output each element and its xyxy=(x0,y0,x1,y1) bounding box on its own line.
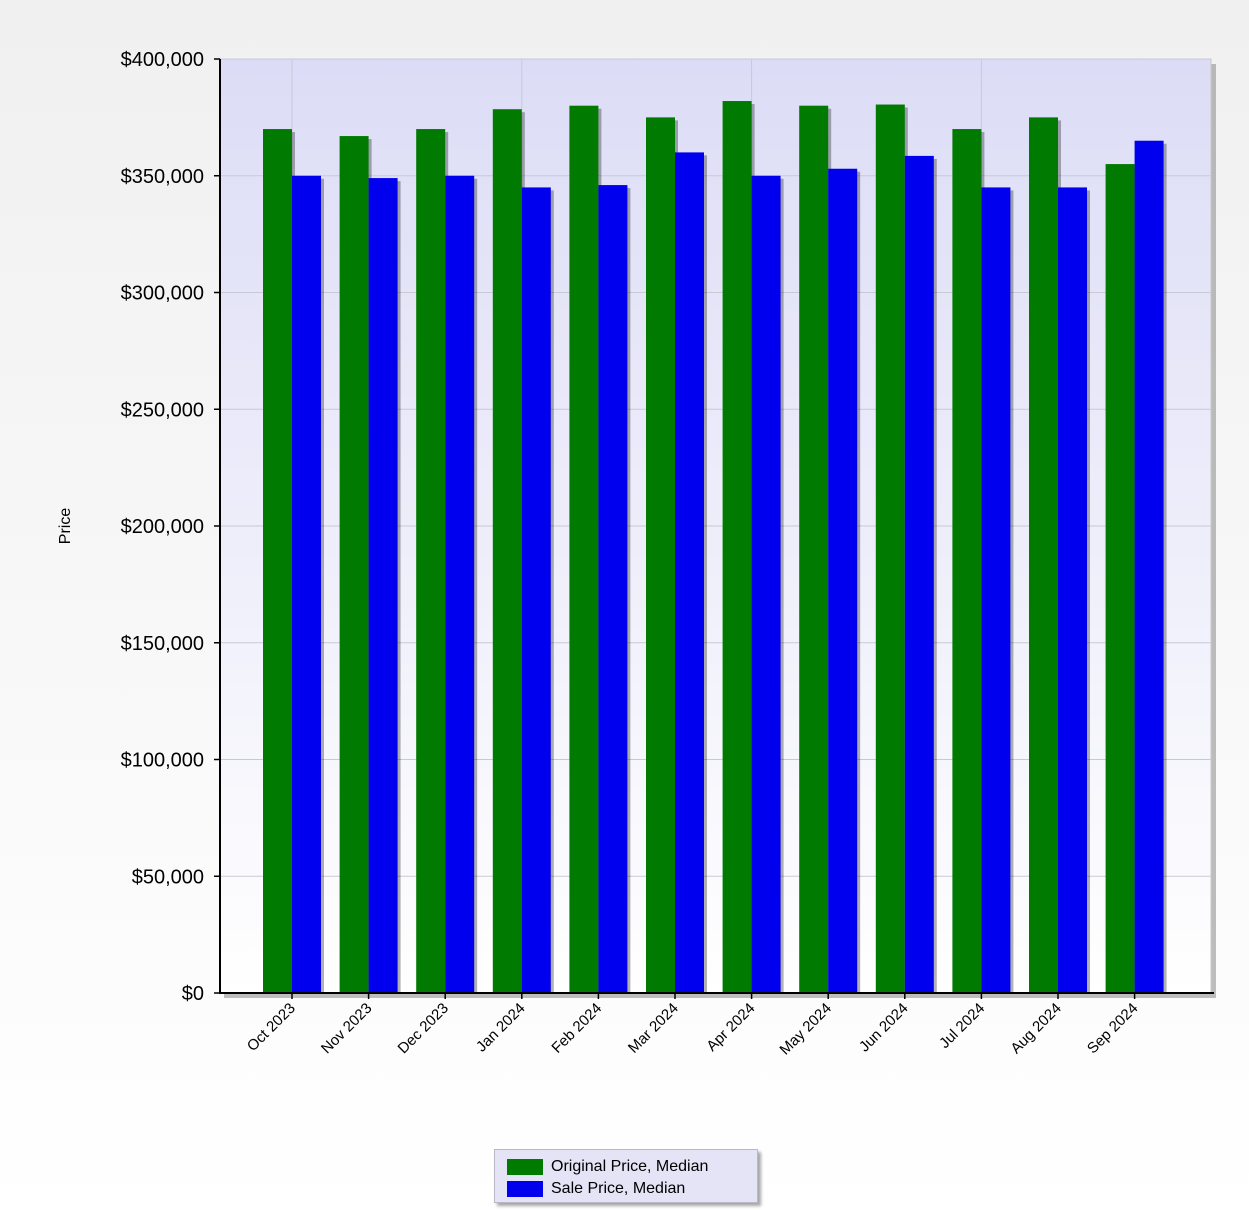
x-tick-label: Apr 2024 xyxy=(703,1000,758,1055)
y-tick-label: $250,000 xyxy=(121,399,204,421)
x-tick-label: Aug 2024 xyxy=(1007,1000,1064,1057)
legend-label-original-price: Original Price, Median xyxy=(551,1158,709,1175)
bar-sale-price xyxy=(981,187,1011,994)
bar-original-price xyxy=(416,129,446,994)
x-tick-label: Mar 2024 xyxy=(625,1000,682,1057)
x-tick-label: Dec 2023 xyxy=(395,1000,452,1057)
y-tick-label: $100,000 xyxy=(121,750,204,772)
bar-original-price xyxy=(1105,164,1135,993)
y-tick-label: $200,000 xyxy=(121,516,204,538)
bar-original-price xyxy=(799,105,829,993)
bar-sale-price xyxy=(904,155,934,994)
y-tick-label: $150,000 xyxy=(121,633,204,655)
x-tick-label: Feb 2024 xyxy=(548,1000,605,1057)
bar-sale-price xyxy=(751,175,781,993)
bar-sale-price xyxy=(292,175,321,993)
x-tick-label: Sep 2024 xyxy=(1084,1000,1141,1057)
legend: Original Price, Median Sale Price, Media… xyxy=(494,1149,758,1203)
y-tick-labels: $0 $50,000 $100,000 $150,000 $200,000 $250,00… xyxy=(121,49,204,1005)
x-tick-label: Jul 2024 xyxy=(936,1000,988,1052)
bar-original-price xyxy=(952,129,982,994)
bar-original-price xyxy=(569,105,599,993)
bar-sale-price xyxy=(598,185,628,994)
bar-sale-price xyxy=(1058,187,1087,994)
bar-original-price xyxy=(646,117,675,993)
y-tick-label: $350,000 xyxy=(121,166,204,188)
x-tick-label: May 2024 xyxy=(776,1000,835,1059)
y-tick-label: $300,000 xyxy=(121,283,204,305)
y-axis-title: Price xyxy=(57,508,74,545)
bars xyxy=(263,101,1167,994)
bar-original-price xyxy=(492,109,522,993)
legend-item-original-price: Original Price, Median xyxy=(507,1156,757,1178)
bar-original-price xyxy=(339,136,369,993)
axes xyxy=(214,58,1214,999)
bar-sale-price xyxy=(445,175,475,993)
bar-original-price xyxy=(722,101,752,993)
x-tick-label: Jan 2024 xyxy=(473,1000,529,1056)
bar-original-price xyxy=(875,104,905,994)
bar-original-price xyxy=(1029,117,1058,993)
y-tick-label: $0 xyxy=(182,983,204,1005)
bar-sale-price xyxy=(1134,140,1164,994)
x-tick-label: Jun 2024 xyxy=(856,1000,912,1056)
legend-swatch-sale-price xyxy=(507,1181,543,1197)
legend-label-sale-price: Sale Price, Median xyxy=(551,1180,686,1197)
y-tick-label: $400,000 xyxy=(121,49,204,71)
bar-sale-price xyxy=(675,152,704,993)
x-tick-label: Nov 2023 xyxy=(318,1000,375,1057)
bar-sale-price xyxy=(521,187,551,994)
x-tick-labels: Oct 2023 Nov 2023 Dec 2023 Jan 2024 Feb 2024… xyxy=(244,1000,1142,1059)
y-tick-label: $50,000 xyxy=(132,866,204,888)
bar-sale-price xyxy=(368,178,398,993)
legend-item-sale-price: Sale Price, Median xyxy=(507,1178,757,1200)
bar-sale-price xyxy=(828,168,858,993)
legend-swatch-original-price xyxy=(507,1159,543,1175)
x-tick-label: Oct 2023 xyxy=(244,1000,299,1055)
bar-original-price xyxy=(263,129,292,994)
